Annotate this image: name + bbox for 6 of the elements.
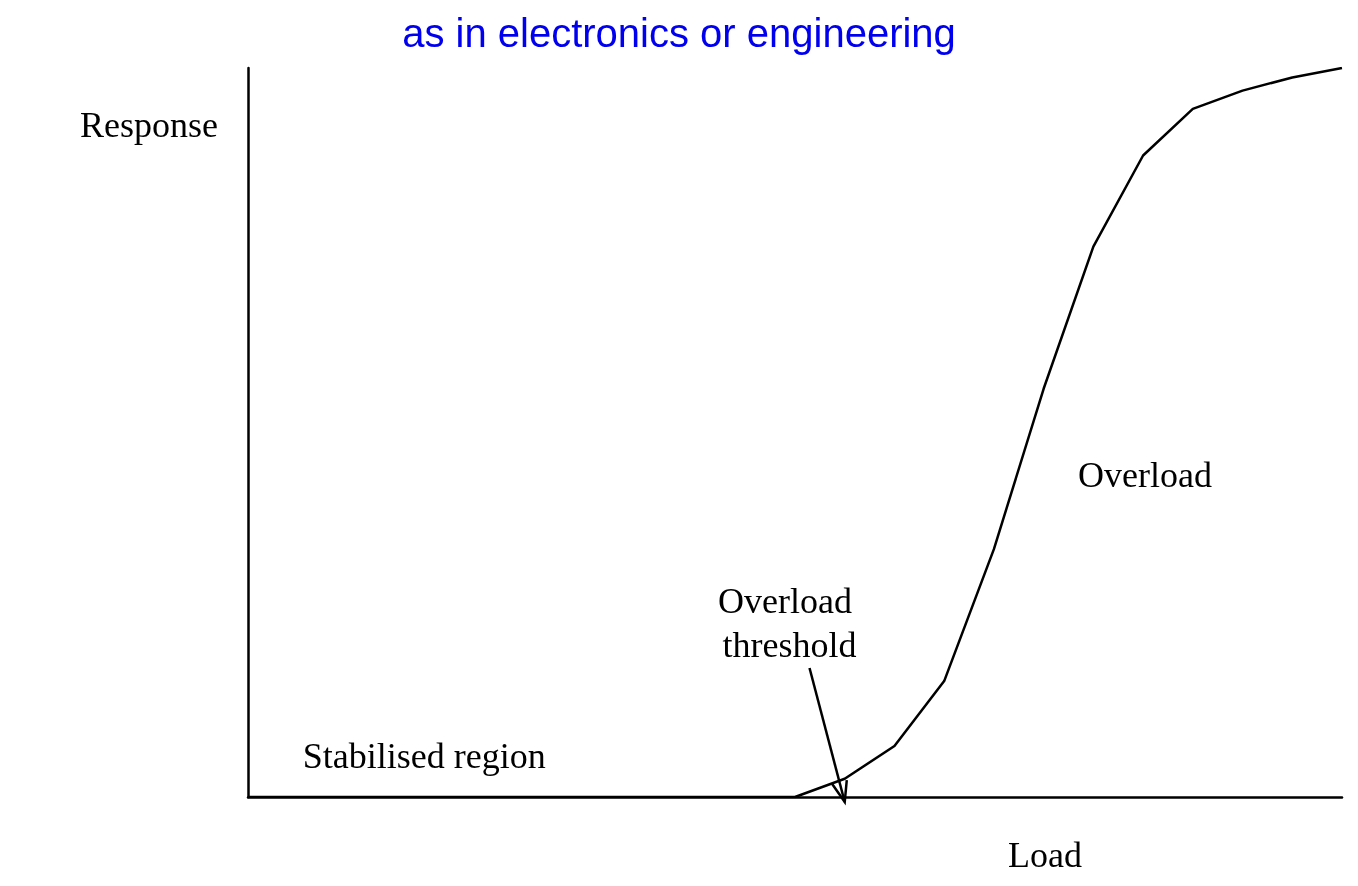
annotation: Overload — [1078, 455, 1213, 495]
y-axis-title: Response — [80, 105, 218, 145]
chart-title: as in electronics or engineering — [402, 11, 956, 55]
x-axis-title: Load — [1008, 835, 1082, 875]
annotation: Stabilised region — [302, 736, 546, 777]
annotation: Overload threshold — [718, 581, 862, 665]
